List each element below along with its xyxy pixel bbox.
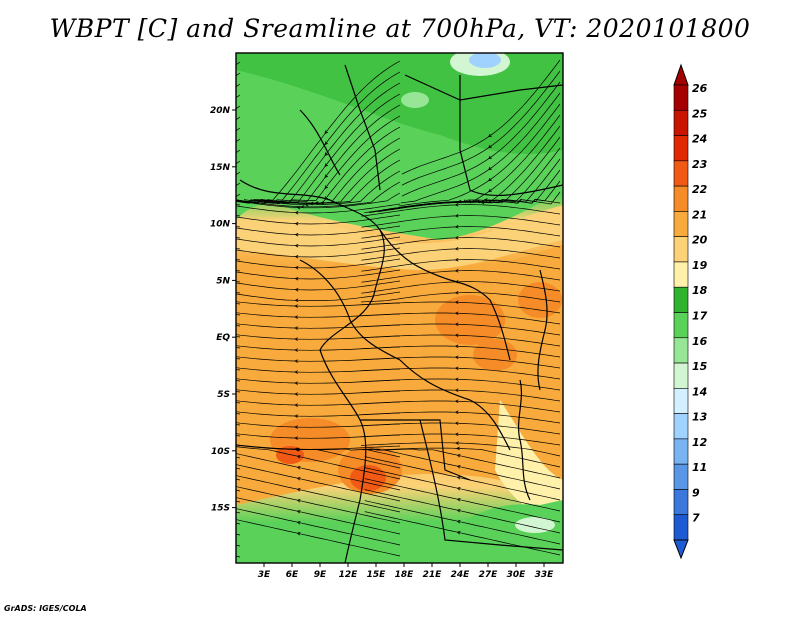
colorbar-swatch xyxy=(673,160,689,187)
colorbar-swatch xyxy=(673,438,689,465)
colorbar-label: 14 xyxy=(692,385,707,398)
lon-tick-label: 12E xyxy=(339,570,359,580)
lon-tick-label: 15E xyxy=(367,570,387,580)
colorbar-swatch xyxy=(673,261,689,288)
map-title: WBPT [C] and Sreamline at 700hPa, VT: 20… xyxy=(49,14,751,43)
lon-tick-label: 21E xyxy=(423,570,443,580)
colorbar: 26 25 24 23 22 21 20 19 18 17 16 15 14 13 12 11 9 7 xyxy=(673,63,708,560)
lat-tick-label: 5S xyxy=(217,390,230,400)
lat-tick-label: 5N xyxy=(216,276,230,286)
lon-tick-label: 27E xyxy=(479,570,499,580)
colorbar-label: 7 xyxy=(692,512,700,525)
lat-tick-label: 20N xyxy=(210,106,231,116)
colorbar-label: 23 xyxy=(692,158,708,171)
lon-tick-label: 24E xyxy=(451,570,471,580)
lon-tick-label: 33E xyxy=(535,570,555,580)
colorbar-label: 25 xyxy=(692,107,708,120)
longitude-axis: 3E 6E 9E 12E 15E 18E 21E 24E 27E 30E 33E xyxy=(258,563,554,580)
colorbar-label: 24 xyxy=(692,133,707,146)
colorbar-top-arrow xyxy=(673,63,689,86)
colorbar-swatch xyxy=(673,413,689,440)
colorbar-swatch xyxy=(673,211,689,237)
colorbar-label: 20 xyxy=(692,234,708,247)
colorbar-label: 15 xyxy=(692,360,708,373)
colorbar-label: 16 xyxy=(692,335,708,348)
colorbar-label: 19 xyxy=(692,259,708,272)
colorbar-label: 22 xyxy=(692,183,708,196)
lat-tick-label: 10N xyxy=(210,220,231,230)
map-frame xyxy=(235,52,564,564)
colorbar-swatch xyxy=(673,109,689,136)
country-borders xyxy=(239,64,563,563)
colorbar-swatch xyxy=(673,362,689,389)
colorbar-label: 13 xyxy=(692,411,708,424)
colorbar-swatch xyxy=(673,514,689,541)
colorbar-label: 21 xyxy=(692,208,707,221)
streamline-arrows xyxy=(294,130,492,536)
colorbar-label: 11 xyxy=(692,461,707,474)
latitude-axis: 20N 15N 10N 5N EQ 5S 10S 15S xyxy=(210,106,236,514)
colorbar-swatch xyxy=(673,286,689,313)
lat-tick-label: 15S xyxy=(211,504,230,514)
colorbar-swatch xyxy=(673,185,689,212)
lon-tick-label: 18E xyxy=(395,570,415,580)
colorbar-swatch xyxy=(673,312,689,339)
lon-tick-label: 9E xyxy=(314,570,327,580)
lon-tick-label: 6E xyxy=(286,570,299,580)
grads-credit: GrADS: IGES/COLA xyxy=(4,604,87,613)
colorbar-swatch xyxy=(673,135,689,162)
colorbar-swatch xyxy=(673,84,689,111)
lat-tick-label: 10S xyxy=(211,447,230,457)
colorbar-label: 12 xyxy=(692,436,708,449)
colorbar-label: 17 xyxy=(692,310,708,323)
lon-tick-label: 30E xyxy=(507,570,527,580)
colorbar-label: 9 xyxy=(692,486,700,499)
colorbar-swatch xyxy=(673,337,689,364)
lon-tick-label: 3E xyxy=(258,570,271,580)
lat-tick-label: EQ xyxy=(216,333,230,343)
colorbar-label: 26 xyxy=(692,82,708,95)
colorbar-swatch xyxy=(673,489,689,516)
colorbar-swatch xyxy=(673,388,689,414)
colorbar-label: 18 xyxy=(692,284,708,297)
colorbar-swatch xyxy=(673,236,689,263)
colorbar-swatch xyxy=(673,463,689,490)
lat-tick-label: 15N xyxy=(210,163,231,173)
colorbar-bottom-arrow xyxy=(673,539,689,560)
